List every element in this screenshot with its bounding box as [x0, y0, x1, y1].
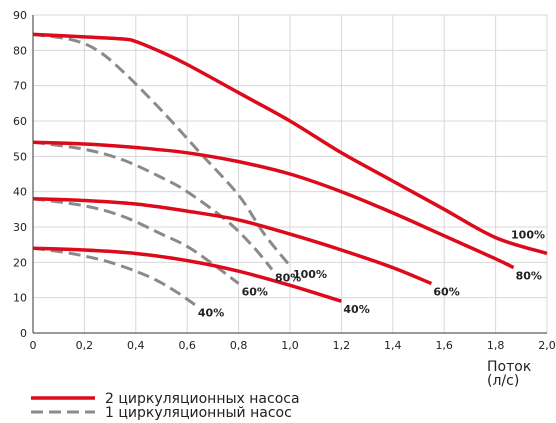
y-tick-label: 20 — [13, 256, 27, 269]
two-pump-label: 60% — [433, 286, 459, 299]
y-tick-label: 50 — [13, 150, 27, 163]
x-tick-label: 1,4 — [384, 339, 402, 352]
x-tick-label: 1,8 — [487, 339, 505, 352]
tick-labels: 0 10 20 30 40 50 60 70 80 90 0 0,2 0,4 0,6 0,8 1,0 1,2 1,… — [13, 9, 556, 352]
two-pump-label: 100% — [511, 229, 545, 242]
two-pump-label: 40% — [343, 303, 369, 316]
x-tick-label: 0,4 — [127, 339, 145, 352]
x-tick-label: 2,0 — [538, 339, 556, 352]
y-tick-label: 30 — [13, 221, 27, 234]
y-tick-label: 0 — [20, 327, 27, 340]
y-tick-label: 70 — [13, 80, 27, 93]
y-tick-label: 80 — [13, 44, 27, 57]
x-tick-label: 0,8 — [230, 339, 248, 352]
x-tick-label: 1,0 — [281, 339, 299, 352]
x-axis-title-line: (л/с) — [487, 373, 519, 389]
y-tick-label: 10 — [13, 292, 27, 305]
x-axis-title: Поток (л/с) — [487, 359, 531, 389]
one-pump-label: 40% — [198, 307, 224, 320]
two-pump-curve-80pct — [33, 142, 514, 267]
one-pump-label: 60% — [242, 286, 268, 299]
one-pump-label: 80% — [275, 271, 301, 284]
two-pump-label: 80% — [516, 270, 542, 283]
x-tick-label: 0 — [30, 339, 37, 352]
x-tick-label: 1,2 — [333, 339, 351, 352]
y-tick-label: 90 — [13, 9, 27, 22]
y-tick-label: 40 — [13, 186, 27, 199]
x-tick-label: 0,6 — [178, 339, 196, 352]
y-tick-label: 60 — [13, 115, 27, 128]
legend-label: 1 циркуляционный насос — [105, 405, 292, 421]
x-tick-label: 0,2 — [76, 339, 94, 352]
x-tick-label: 1,6 — [435, 339, 453, 352]
